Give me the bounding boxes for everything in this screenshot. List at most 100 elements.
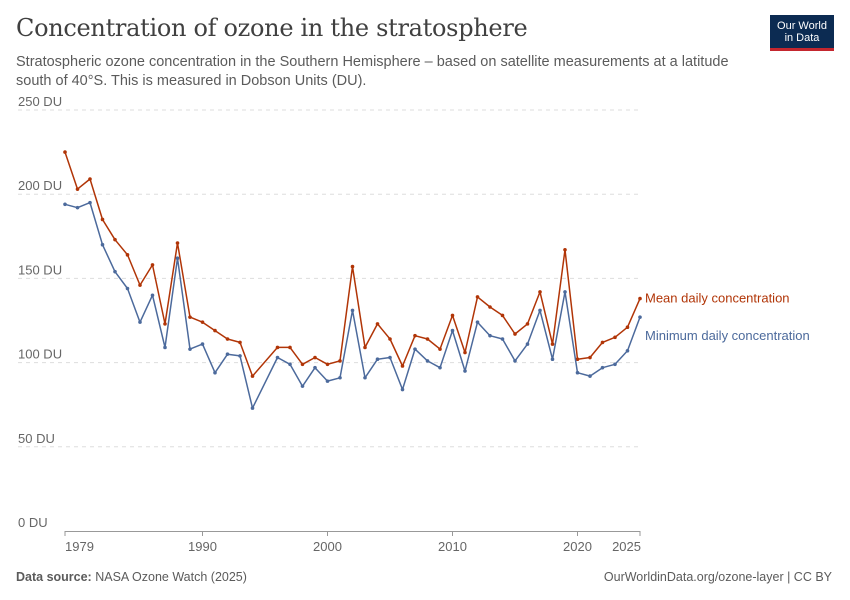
data-point <box>100 217 105 222</box>
data-point <box>88 177 92 181</box>
data-point <box>275 345 280 350</box>
data-point <box>400 387 405 392</box>
data-point <box>138 283 142 287</box>
data-point <box>450 313 455 318</box>
data-point <box>238 340 242 345</box>
x-tick-label: 2020 <box>563 539 592 554</box>
data-point <box>475 295 480 299</box>
data-point <box>213 370 217 375</box>
data-point <box>550 357 555 362</box>
data-point <box>538 290 542 294</box>
data-point <box>225 352 230 356</box>
data-point <box>88 200 92 205</box>
grid-lines <box>18 109 640 448</box>
data-point <box>338 375 342 380</box>
data-point <box>275 355 280 360</box>
data-point <box>288 345 292 350</box>
data-point <box>225 337 230 341</box>
data-point <box>613 335 617 340</box>
data-point <box>388 337 392 341</box>
data-point <box>375 322 380 326</box>
y-tick-label: 200 DU <box>18 178 62 193</box>
data-point <box>125 253 130 257</box>
y-tick-label: 150 DU <box>18 262 62 277</box>
x-tick-label: 2010 <box>438 539 467 554</box>
chart-title: Concentration of ozone in the stratosphe… <box>16 14 528 42</box>
data-point <box>638 296 642 301</box>
series-labels: Mean daily concentration Minimum daily co… <box>645 291 810 344</box>
data-point <box>625 325 630 330</box>
data-point <box>113 237 117 242</box>
data-point <box>175 256 180 260</box>
data-point <box>413 333 417 338</box>
data-point <box>125 286 130 291</box>
data-point <box>313 365 317 370</box>
logo-line-1: Our World <box>777 20 827 32</box>
data-point <box>550 342 555 346</box>
data-point <box>100 242 105 247</box>
data-point <box>75 187 80 191</box>
data-point <box>113 269 117 274</box>
logo-line-2: in Data <box>784 32 820 44</box>
data-point <box>475 320 480 324</box>
data-point <box>300 384 305 388</box>
y-axis-ticks: 0 DU 50 DU 100 DU 150 DU 200 DU 250 DU <box>18 94 62 530</box>
owid-logo[interactable]: Our World in Data <box>770 15 834 51</box>
data-source: Data source: NASA Ozone Watch (2025) <box>16 570 247 584</box>
data-point <box>488 305 492 309</box>
data-point <box>350 308 355 313</box>
data-point <box>588 355 592 360</box>
data-point <box>625 349 630 353</box>
data-point <box>500 313 505 318</box>
data-point <box>513 359 517 363</box>
data-point <box>425 337 430 341</box>
x-tick-label: 1990 <box>188 539 217 554</box>
series-label: Minimum daily concentration <box>645 328 810 343</box>
data-point <box>75 205 80 210</box>
y-tick-label: 250 DU <box>18 94 62 109</box>
data-point <box>350 264 355 269</box>
data-point <box>413 347 417 351</box>
data-point <box>600 340 605 345</box>
data-point <box>563 290 567 294</box>
series-line <box>64 201 641 409</box>
chart-subtitle: Stratospheric ozone concentration in the… <box>16 54 729 89</box>
data-point <box>288 362 292 367</box>
data-point <box>63 150 67 154</box>
y-tick-label: 0 DU <box>18 515 48 530</box>
data-point <box>563 247 567 252</box>
data-source-link[interactable]: NASA Ozone Watch (2025) <box>95 570 247 584</box>
data-point <box>638 315 642 319</box>
data-point <box>425 359 430 363</box>
x-tick-label: 2000 <box>313 539 342 554</box>
data-point <box>488 333 492 338</box>
data-point <box>388 355 392 360</box>
x-axis: 1979 1990 2000 2010 2020 2025 <box>64 531 641 554</box>
y-tick-label: 50 DU <box>18 431 55 446</box>
data-point <box>238 354 242 358</box>
data-point <box>500 337 505 341</box>
data-point <box>463 369 467 373</box>
data-point <box>325 379 330 383</box>
data-point <box>450 328 455 333</box>
data-point <box>525 342 530 346</box>
data-point <box>150 263 155 267</box>
data-point <box>513 332 517 336</box>
data-point <box>375 357 380 362</box>
footer-url[interactable]: OurWorldinData.org/ozone-layer | CC BY <box>603 570 832 584</box>
data-point <box>338 359 342 363</box>
data-point <box>250 374 255 378</box>
data-point <box>575 370 580 375</box>
series-label: Mean daily concentration <box>645 291 790 306</box>
data-point <box>400 364 405 368</box>
data-point <box>538 308 542 313</box>
data-point <box>188 315 192 319</box>
data-point <box>250 406 255 410</box>
x-tick-label: 1979 <box>65 539 94 554</box>
data-point <box>575 357 580 362</box>
data-point <box>63 202 67 207</box>
data-point <box>138 320 142 324</box>
data-point <box>163 322 167 326</box>
y-tick-label: 100 DU <box>18 347 62 362</box>
